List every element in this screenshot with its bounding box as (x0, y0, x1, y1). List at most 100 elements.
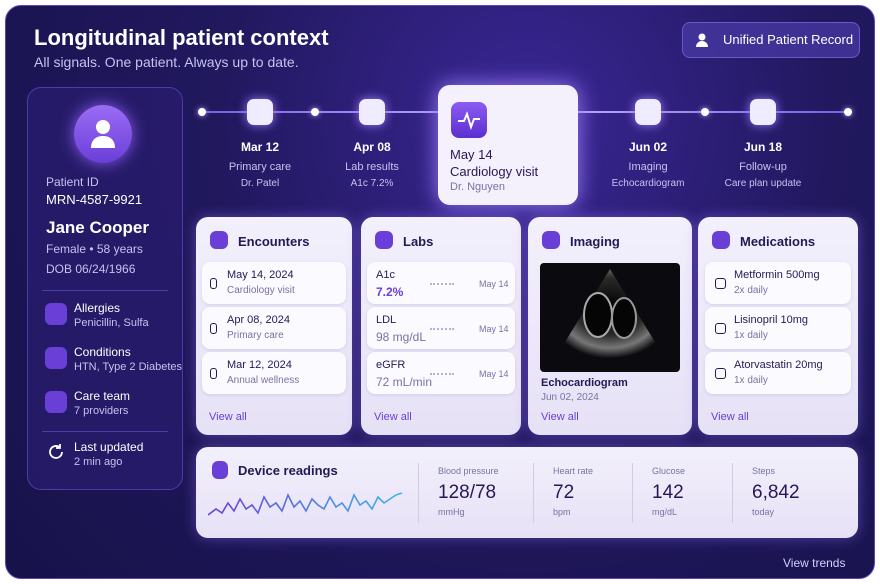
updated-value: 2 min ago (74, 456, 123, 468)
card-icon (712, 231, 730, 249)
timeline-detail: Care plan update (724, 178, 802, 189)
detail-icon (45, 303, 67, 325)
lab-name: LDL (376, 314, 397, 326)
metric-value: 142 (652, 482, 684, 503)
timeline-icon (635, 99, 661, 125)
card-title: Medications (740, 234, 816, 249)
encounter-item: Apr 08, 2024 Primary care (202, 307, 346, 349)
device-title: Device readings (238, 463, 338, 478)
subtitle: All signals. One patient. Always up to d… (34, 54, 299, 70)
metric-divider (533, 463, 534, 523)
timeline-title: Cardiology visit (450, 164, 539, 179)
timeline-icon (359, 99, 385, 125)
med-name: Lisinopril 10mg (734, 314, 808, 326)
encounter-item: May 14, 2024 Cardiology visit (202, 262, 346, 304)
timeline-title: Follow-up (739, 161, 787, 173)
detail-icon (45, 391, 67, 413)
card-title: Imaging (570, 234, 620, 249)
patient-panel: Patient ID MRN-4587-9921 Jane Cooper Fem… (27, 87, 183, 490)
metric-unit: bpm (553, 507, 571, 517)
view-all[interactable]: View all (711, 411, 749, 423)
lab-date: May 14 (479, 324, 509, 334)
encounter-type: Annual wellness (227, 375, 300, 386)
timeline-icon (451, 102, 487, 138)
view-all[interactable]: View all (374, 411, 412, 423)
timeline-date: Mar 12 (240, 140, 280, 154)
timeline-icon (247, 99, 273, 125)
demographics: Female • 58 years (46, 242, 143, 256)
id-label: Patient ID (46, 175, 99, 189)
metric-label: Heart rate (553, 466, 594, 476)
encounter-type: Cardiology visit (227, 285, 295, 296)
encounters-card: Encounters View all May 14, 2024 Cardiology… (196, 217, 352, 435)
record-button[interactable]: Unified Patient Record (682, 22, 860, 58)
encounter-date: Mar 12, 2024 (227, 359, 292, 371)
timeline-detail: Echocardiogram (611, 178, 685, 189)
device-icon (212, 461, 228, 479)
timeline-dot (198, 108, 206, 116)
timeline-date: May 14 (450, 147, 493, 162)
detail-value: HTN, Type 2 Diabetes (74, 361, 183, 373)
card-icon (210, 231, 228, 249)
view-all[interactable]: View all (209, 411, 247, 423)
lab-date: May 14 (479, 369, 509, 379)
metric-unit: today (752, 507, 775, 517)
timeline-detail: Dr. Nguyen (450, 181, 506, 193)
detail-label: Allergies (74, 301, 121, 315)
timeline-detail: A1c 7.2% (350, 178, 394, 189)
imaging-date: Jun 02, 2024 (541, 392, 599, 403)
encounter-dot (210, 278, 217, 289)
updated-label: Last updated (74, 440, 144, 454)
view-all[interactable]: View all (541, 411, 579, 423)
timeline-date: Jun 02 (628, 140, 667, 154)
button-icon (696, 33, 708, 47)
lab-value: 98 mg/dL (376, 330, 427, 344)
timeline-date: Jun 18 (743, 140, 782, 154)
timeline-title: Primary care (228, 161, 292, 173)
card-icon (375, 231, 393, 249)
metric-value: 6,842 (752, 482, 800, 503)
lab-trend (430, 328, 454, 330)
timeline-dot (701, 108, 709, 116)
timeline-title: Imaging (628, 161, 668, 173)
encounter-dot (210, 323, 217, 334)
view-trends[interactable]: View trends (783, 556, 846, 570)
timeline-detail: Dr. Patel (240, 178, 280, 189)
avatar-glyph (91, 120, 115, 148)
encounter-type: Primary care (227, 330, 284, 341)
lab-date: May 14 (479, 279, 509, 289)
med-icon (715, 323, 726, 334)
encounter-date: Apr 08, 2024 (227, 314, 290, 326)
timeline-active[interactable]: May 14 Cardiology visit Dr. Nguyen (438, 85, 578, 205)
med-dose: 2x daily (734, 285, 768, 296)
metric-unit: mg/dL (652, 507, 678, 517)
encounter-date: May 14, 2024 (227, 269, 294, 281)
metric-label: Glucose (652, 466, 686, 476)
labs-card: Labs View all A1c 7.2% May 14 LDL 98 mg/dL May … (361, 217, 521, 435)
metric-value: 72 (553, 482, 575, 503)
echo-image (540, 263, 680, 372)
metric-divider (632, 463, 633, 523)
timeline-dot (844, 108, 852, 116)
med-name: Atorvastatin 20mg (734, 359, 823, 371)
lab-item: LDL 98 mg/dL May 14 (367, 307, 515, 349)
detail-value: 7 providers (74, 405, 129, 417)
timeline-title: Lab results (345, 161, 399, 173)
metric-divider (732, 463, 733, 523)
detail-value: Penicillin, Sulfa (74, 317, 149, 329)
button-label: Unified Patient Record (723, 32, 854, 47)
med-dose: 1x daily (734, 375, 768, 386)
encounter-item: Mar 12, 2024 Annual wellness (202, 352, 346, 394)
metric-label: Steps (752, 466, 776, 476)
divider (42, 431, 168, 432)
title: Longitudinal patient context (34, 25, 329, 50)
med-icon (715, 278, 726, 289)
medications-card: Medications View all Metformin 500mg 2x dai… (698, 217, 858, 435)
card-title: Labs (403, 234, 434, 249)
med-item: Metformin 500mg 2x daily (705, 262, 851, 304)
lab-name: A1c (376, 269, 395, 281)
lab-name: eGFR (376, 359, 406, 371)
metric-value: 128/78 (438, 482, 497, 503)
device-card: Device readings Blood pressure 128/78 mmHg… (196, 447, 858, 538)
